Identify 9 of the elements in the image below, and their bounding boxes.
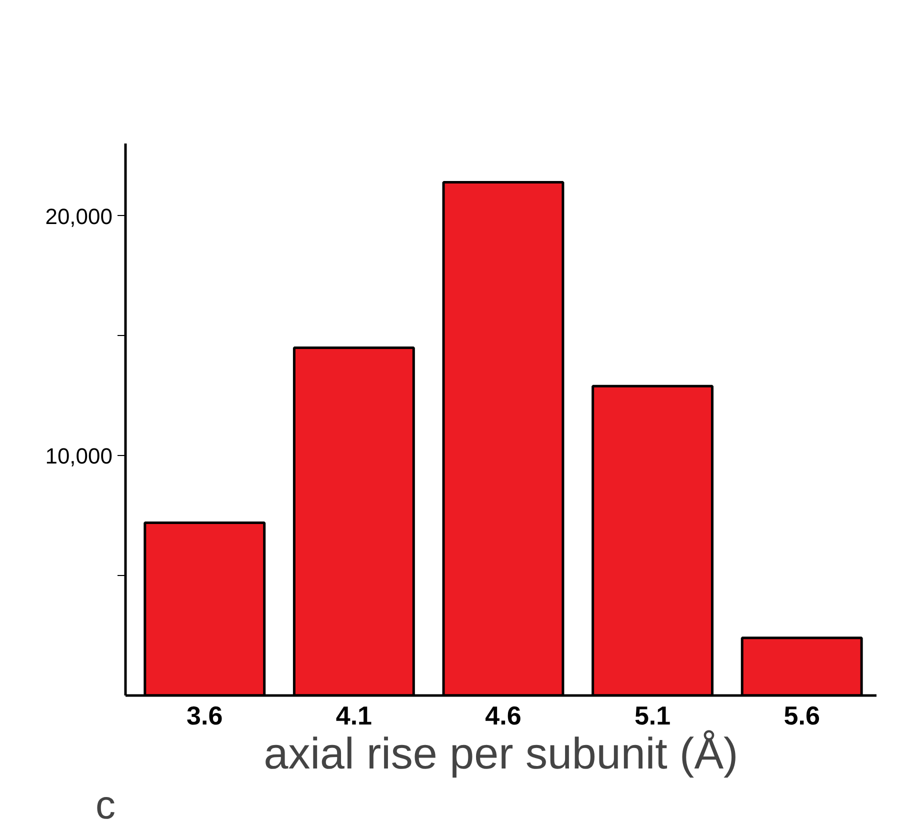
y-tick-label: 10,000: [45, 444, 113, 469]
x-tick-label: 3.6: [186, 700, 223, 730]
y-tick-label: 20,000: [45, 204, 113, 229]
x-tick-label: 4.6: [485, 700, 522, 730]
x-tick-label: 4.1: [336, 700, 372, 730]
x-tick-label: 5.1: [634, 700, 671, 730]
text: c: [96, 784, 116, 828]
x-axis-title: axial rise per subunit (Å): [264, 730, 738, 778]
x-tick-label: 5.6: [784, 700, 820, 730]
